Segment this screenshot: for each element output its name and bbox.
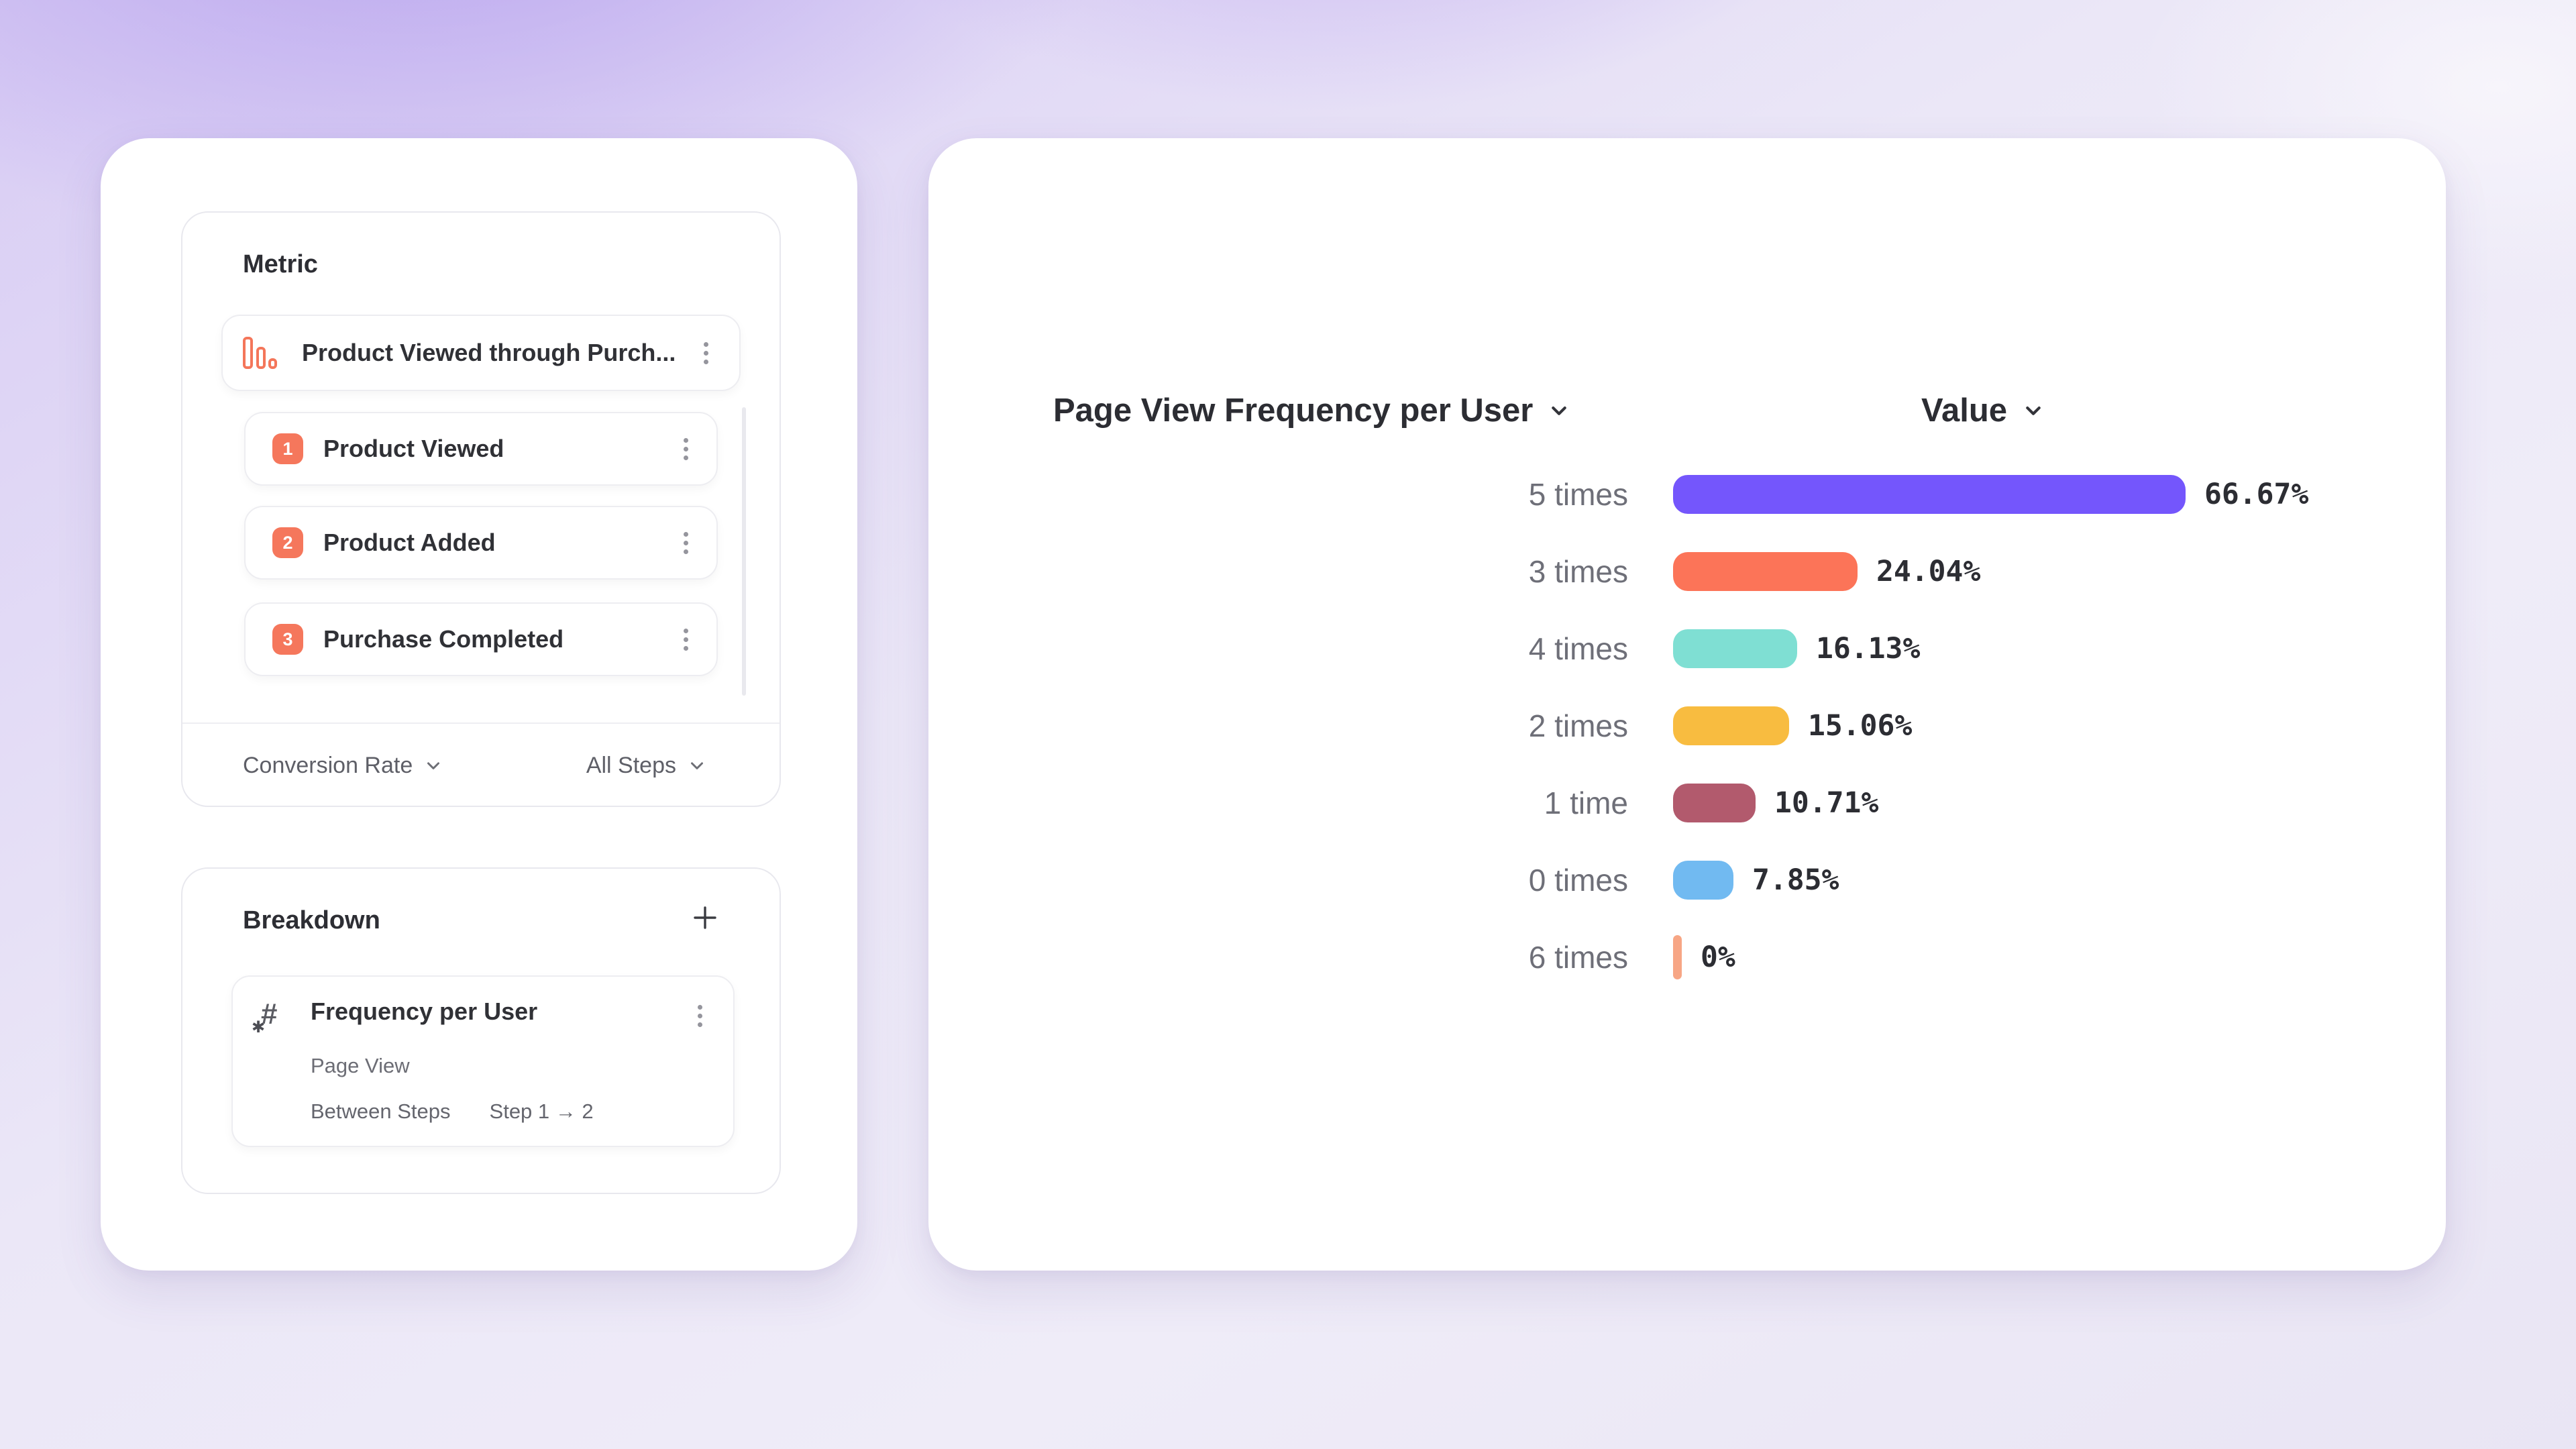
bar-row: 0 times 7.85% <box>928 841 2446 918</box>
step-number-badge: 1 <box>272 433 303 464</box>
step-number-badge: 3 <box>272 624 303 655</box>
bar-value-label: 10.71% <box>1774 786 1879 820</box>
kebab-menu-icon[interactable] <box>694 1001 706 1031</box>
breakdown-panel-title: Breakdown <box>243 906 380 934</box>
bar-row: 1 time 10.71% <box>928 764 2446 841</box>
bar-row: 6 times 0% <box>928 918 2446 996</box>
bar[interactable] <box>1673 934 1682 979</box>
chart-value-header-label: Value <box>1921 392 2008 429</box>
funnel-step-row[interactable]: 2 Product Added <box>244 506 718 580</box>
bar-row: 4 times 16.13% <box>928 610 2446 687</box>
bar-row: 5 times 66.67% <box>928 455 2446 533</box>
bar-value-label: 7.85% <box>1752 863 1839 897</box>
chevron-down-icon <box>423 755 443 775</box>
kebab-menu-icon[interactable] <box>680 434 692 464</box>
metric-funnel-name: Product Viewed through Purch... <box>302 339 676 366</box>
bar[interactable] <box>1673 629 1797 668</box>
funnel-step-row[interactable]: 3 Purchase Completed <box>244 602 718 676</box>
kebab-menu-icon[interactable] <box>680 528 692 558</box>
add-breakdown-button[interactable] <box>690 902 720 933</box>
breakdown-event-name: Page View <box>311 1054 410 1077</box>
bar[interactable] <box>1673 783 1756 822</box>
bar-value-label: 66.67% <box>2204 477 2309 511</box>
breakdown-item[interactable]: # ✱ Frequency per User Page View Between … <box>231 975 735 1147</box>
metric-panel: Metric Product Viewed through Purch... 1… <box>181 211 781 807</box>
scrollbar[interactable] <box>742 407 746 696</box>
step-label: Product Viewed <box>323 435 504 462</box>
bar-category-label: 2 times <box>1528 708 1628 743</box>
steps-filter-dropdown[interactable]: All Steps <box>586 753 707 779</box>
bar[interactable] <box>1673 860 1733 900</box>
bar-value-label: 0% <box>1701 940 1735 974</box>
chevron-down-icon <box>2021 398 2046 423</box>
bar-category-label: 3 times <box>1528 553 1628 589</box>
breakdown-scope-row: Between Steps Step 1 → 2 <box>311 1099 706 1124</box>
kebab-menu-icon[interactable] <box>680 625 692 655</box>
chart-card: Page View Frequency per User Value 5 tim… <box>928 138 2446 1271</box>
bar-row: 2 times 15.06% <box>928 687 2446 764</box>
breakdown-item-body: Frequency per User Page View Between Ste… <box>311 998 706 1124</box>
bar-chart-icon <box>243 335 277 370</box>
metric-funnel-item[interactable]: Product Viewed through Purch... <box>221 315 741 391</box>
bar-chart: 5 times 66.67% 3 times 24.04% 4 times 16… <box>928 455 2446 996</box>
bar-category-label: 4 times <box>1528 631 1628 666</box>
chevron-down-icon <box>687 755 707 775</box>
chart-value-header-dropdown[interactable]: Value <box>1921 392 2046 429</box>
breakdown-scope-value: Step 1 → 2 <box>489 1099 594 1123</box>
query-builder-card: Metric Product Viewed through Purch... 1… <box>101 138 857 1271</box>
bar[interactable] <box>1673 551 1858 591</box>
bar[interactable] <box>1673 474 2186 514</box>
kebab-menu-icon[interactable] <box>700 338 712 368</box>
breakdown-scope-label: Between Steps <box>311 1099 451 1123</box>
bar-value-label: 24.04% <box>1876 554 1981 588</box>
step-label: Product Added <box>323 529 496 556</box>
bar-category-label: 0 times <box>1528 862 1628 898</box>
chevron-down-icon <box>1546 398 1572 423</box>
bar-category-label: 5 times <box>1528 476 1628 512</box>
bar-value-label: 15.06% <box>1808 708 1913 743</box>
bar[interactable] <box>1673 706 1789 745</box>
breakdown-panel: Breakdown # ✱ Frequency per User Page Vie… <box>181 867 781 1194</box>
bar-category-label: 6 times <box>1528 939 1628 975</box>
bar-value-label: 16.13% <box>1816 631 1921 665</box>
metric-panel-footer: Conversion Rate All Steps <box>182 722 780 807</box>
chart-breakdown-header-label: Page View Frequency per User <box>1053 392 1534 429</box>
numeric-property-icon: # ✱ <box>252 998 278 1037</box>
bar-row: 3 times 24.04% <box>928 533 2446 610</box>
chart-breakdown-header-dropdown[interactable]: Page View Frequency per User <box>1053 392 1572 429</box>
metric-panel-title: Metric <box>243 250 318 278</box>
breakdown-item-title: Frequency per User <box>311 998 538 1025</box>
step-number-badge: 2 <box>272 527 303 558</box>
measure-dropdown[interactable]: Conversion Rate <box>243 753 443 779</box>
measure-dropdown-label: Conversion Rate <box>243 752 413 778</box>
step-label: Purchase Completed <box>323 625 564 653</box>
bar-category-label: 1 time <box>1544 785 1628 820</box>
steps-filter-label: All Steps <box>586 752 676 778</box>
funnel-step-row[interactable]: 1 Product Viewed <box>244 412 718 486</box>
